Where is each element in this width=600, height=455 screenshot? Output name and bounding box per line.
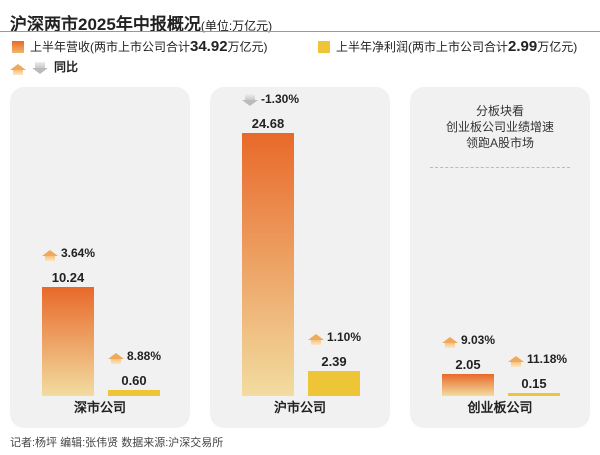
arrow-up-icon (10, 63, 26, 75)
note-line: 领跑A股市场 (465, 136, 534, 150)
chart-title: 沪深两市2025年中报概况(单位:万亿元) (10, 10, 272, 35)
arrow-up-icon (42, 249, 58, 261)
legend-profit-label: 上半年净利润(两市上市公司合计 (336, 40, 508, 54)
category-label: 深市公司 (73, 400, 126, 415)
value-label: 24.68 (251, 116, 285, 132)
yoy-value: -1.30% (261, 92, 300, 107)
legend-yoy: 同比 (10, 58, 78, 75)
legend-yoy-label: 同比 (54, 60, 79, 74)
note-line: 分板块看 (475, 104, 524, 118)
yoy-change: 3.64% (42, 245, 96, 261)
value-label: 2.05 (455, 357, 481, 373)
legend-revenue-total: 34.92 (190, 38, 228, 55)
footer-credits: 记者:杨坪 编辑:张伟贤 数据来源:沪深交易所 (10, 437, 224, 449)
yoy-value: 1.10% (327, 329, 362, 344)
yoy-change: 1.10% (308, 329, 362, 345)
legend-profit-total: 2.99 (508, 38, 538, 55)
value-label: 0.15 (521, 376, 547, 391)
yoy-value: 11.18% (527, 352, 568, 366)
revenue-bar (442, 374, 494, 396)
legend-profit-suffix: 万亿元) (537, 40, 578, 54)
legend-revenue: 上半年营收(两市上市公司合计34.92万亿元) (12, 38, 268, 55)
arrow-up-icon (442, 337, 458, 349)
yoy-value: 3.64% (61, 245, 96, 260)
arrow-up-icon (308, 333, 324, 345)
panel-2: 创业板公司 分板块看创业板公司业绩增速 领跑A股市场 (410, 87, 590, 428)
legend-revenue-label: 上半年营收(两市上市公司合计 (30, 40, 190, 54)
revenue-bar (42, 286, 94, 396)
title-text: 沪深两市2025年中报概况 (10, 15, 201, 34)
legend-profit: 上半年净利润(两市上市公司合计2.99万亿元) (318, 38, 577, 55)
arrow-down-icon (32, 61, 48, 74)
category-label: 沪市公司 (273, 400, 326, 415)
value-label: 0.60 (121, 372, 147, 388)
yoy-change: -1.30% (242, 92, 300, 107)
arrow-up-icon (108, 352, 124, 364)
yoy-change: 8.88% (108, 348, 162, 364)
yoy-value: 8.88% (127, 348, 162, 363)
panel-1: 沪市公司 (210, 87, 390, 428)
category-label: 创业板公司 (467, 400, 533, 415)
yoy-change: 9.03% (442, 333, 496, 349)
value-label: 10.24 (51, 269, 85, 285)
revenue-bar (242, 133, 294, 396)
profit-bar (108, 389, 160, 396)
revenue-swatch (12, 40, 24, 53)
arrow-up-icon (508, 356, 524, 367)
profit-bar (508, 393, 560, 396)
arrow-down-icon (242, 94, 258, 107)
legend-revenue-suffix: 万亿元) (227, 40, 268, 54)
yoy-change: 11.18% (508, 352, 568, 367)
annotation-note: 分板块看创业板公司业绩增速 领跑A股市场 (410, 103, 590, 151)
profit-bar (308, 370, 360, 396)
profit-swatch (318, 40, 330, 53)
unit-label: (单位:万亿元) (200, 19, 273, 33)
value-label: 2.39 (321, 353, 347, 369)
yoy-value: 9.03% (461, 333, 496, 348)
note-line: 创业板公司业绩增速 (445, 120, 554, 134)
panel-0: 深市公司 (10, 87, 190, 428)
divider (0, 31, 600, 32)
dashed-divider (430, 167, 570, 168)
